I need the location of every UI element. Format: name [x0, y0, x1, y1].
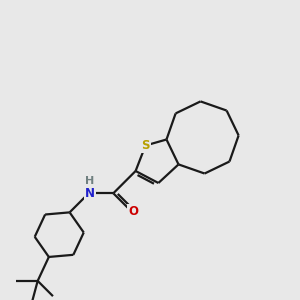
- Text: N: N: [85, 187, 95, 200]
- Text: O: O: [128, 205, 138, 218]
- Text: H: H: [85, 176, 94, 186]
- Text: S: S: [141, 139, 150, 152]
